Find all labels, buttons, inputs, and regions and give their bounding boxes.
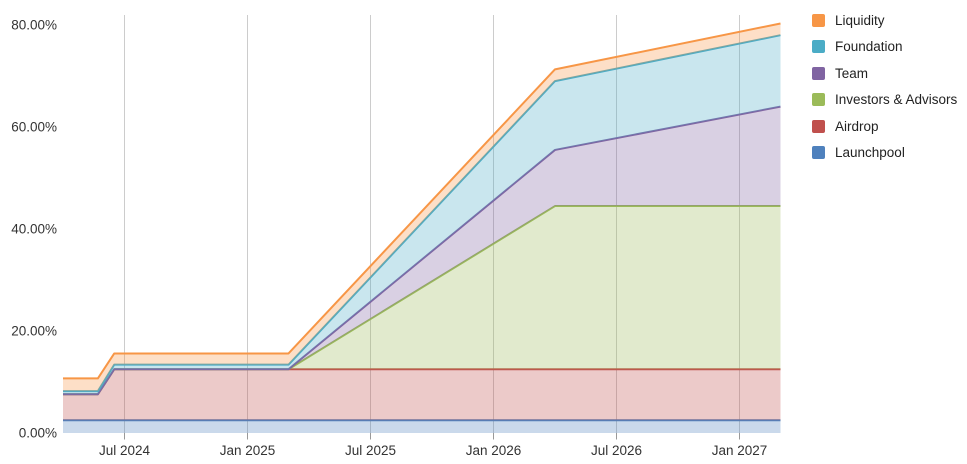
legend-swatch-icon — [812, 66, 825, 80]
legend-label: Team — [835, 65, 869, 81]
area-band-foundation — [63, 35, 781, 395]
legend-item-liquidity[interactable]: Liquidity — [812, 7, 957, 34]
legend-swatch-icon — [812, 119, 825, 133]
legend-item-launchpool[interactable]: Launchpool — [812, 140, 957, 167]
legend-label: Airdrop — [835, 118, 879, 134]
area-band-investors-advisors — [63, 206, 781, 395]
area-band-airdrop — [63, 369, 781, 421]
chart-legend: Liquidity Foundation Team Investors & Advis… — [812, 7, 957, 166]
series-line-liquidity — [63, 22, 781, 380]
x-axis-label: Jul 2026 — [591, 443, 642, 458]
legend-item-investors-advisors[interactable]: Investors & Advisors — [812, 87, 957, 114]
y-axis-label: 20.00% — [11, 324, 57, 339]
series-line-team — [63, 105, 781, 396]
legend-item-team[interactable]: Team — [812, 60, 957, 87]
area-band-launchpool — [63, 420, 781, 433]
area-band-team — [63, 106, 781, 395]
legend-item-foundation[interactable]: Foundation — [812, 34, 957, 61]
legend-swatch-icon — [812, 146, 825, 160]
x-axis-label: Jul 2024 — [99, 443, 151, 458]
x-axis-label: Jul 2025 — [345, 443, 396, 458]
series-line-foundation — [63, 34, 781, 393]
legend-item-airdrop[interactable]: Airdrop — [812, 113, 957, 140]
y-axis-label: 60.00% — [11, 120, 57, 135]
y-axis-label: 80.00% — [11, 18, 57, 33]
legend-label: Launchpool — [835, 145, 905, 161]
legend-label: Liquidity — [835, 12, 885, 28]
y-axis-label: 0.00% — [19, 426, 57, 441]
x-axis-label: Jan 2027 — [712, 443, 768, 458]
y-axis-label: 40.00% — [11, 222, 57, 237]
legend-swatch-icon — [812, 93, 825, 107]
legend-swatch-icon — [812, 40, 825, 54]
legend-label: Foundation — [835, 39, 903, 55]
legend-swatch-icon — [812, 13, 825, 27]
legend-label: Investors & Advisors — [835, 92, 958, 108]
x-axis-label: Jan 2026 — [466, 443, 522, 458]
x-axis-label: Jan 2025 — [220, 443, 276, 458]
